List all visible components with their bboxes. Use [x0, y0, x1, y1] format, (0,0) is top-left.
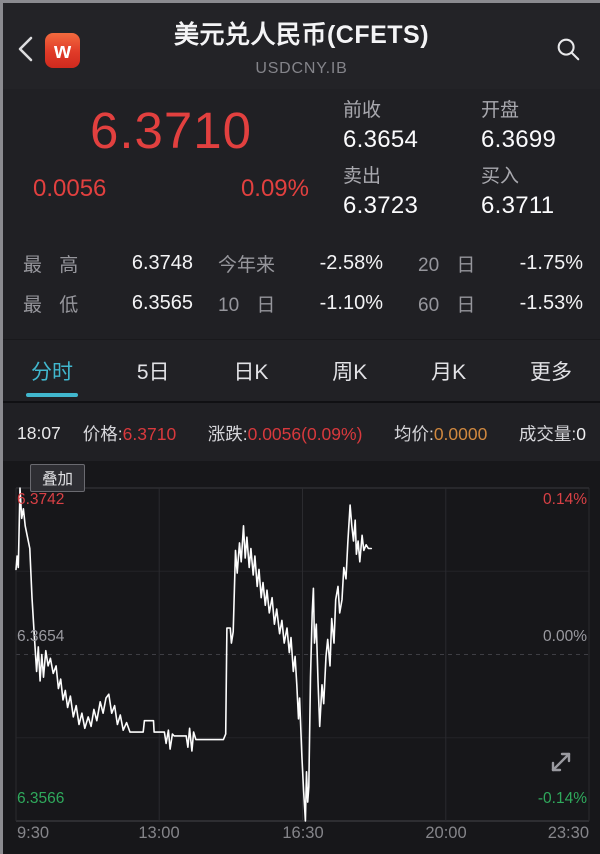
- price-change: 0.0056: [33, 175, 107, 202]
- d10-value: -1.10%: [319, 291, 383, 314]
- info-avg-label: 均价:: [393, 423, 434, 444]
- price-change-percent: 0.09%: [240, 175, 309, 202]
- open-value: 6.3699: [481, 126, 557, 153]
- high-value: 6.3748: [131, 251, 193, 274]
- instrument-code: USDCNY.IB: [255, 60, 348, 77]
- overlay-compare-button[interactable]: 叠加: [30, 464, 86, 492]
- search-button[interactable]: [550, 31, 586, 71]
- tab-5day[interactable]: 5日: [136, 360, 170, 384]
- tab-intraday[interactable]: 分时: [31, 340, 73, 401]
- ytd-label: 今年来: [218, 254, 276, 276]
- fullscreen-button[interactable]: [541, 743, 581, 785]
- info-time: 18:07: [17, 422, 61, 443]
- stats-row-2: 最 低 6.3565 10 日 -1.10% 60 日 -1.53%: [3, 283, 600, 323]
- title-block: 美元兑人民币(CFETS) USDCNY.IB: [93, 15, 510, 78]
- intraday-chart[interactable]: 叠加 6.3742 0.14% 6.3654 0.00% 6.3566 -0.1…: [3, 461, 600, 854]
- expand-arrows-icon: [543, 744, 579, 785]
- back-button[interactable]: [11, 31, 41, 71]
- info-price-value: 6.3710: [122, 423, 177, 444]
- quote-fields-grid: 前收 6.3654 开盘 6.3699 卖出 6.3723 买入 6.3711: [343, 95, 590, 220]
- open-label: 开盘: [481, 100, 520, 121]
- d60-label: 60 日: [418, 294, 476, 316]
- stats-row-1: 最 高 6.3748 今年来 -2.58% 20 日 -1.75%: [3, 243, 600, 283]
- tab-weekly-k[interactable]: 周K: [332, 360, 368, 384]
- open-cell: 开盘 6.3699: [481, 95, 590, 154]
- x-tick-2000: 20:00: [425, 824, 467, 842]
- low-label: 最 低: [23, 294, 79, 316]
- info-volume-label: 成交量:: [518, 423, 577, 444]
- ask-cell: 卖出 6.3723: [343, 161, 481, 220]
- ask-label: 卖出: [343, 166, 382, 187]
- low-value: 6.3565: [131, 291, 193, 314]
- tab-daily-k[interactable]: 日K: [233, 360, 269, 384]
- chart-canvas: [15, 487, 590, 822]
- x-tick-1300: 13:00: [138, 824, 180, 842]
- wind-app-logo[interactable]: w: [45, 33, 80, 68]
- quote-section: 6.3710 0.0056 0.09% 前收 6.3654 开盘 6.3699 …: [3, 89, 600, 233]
- page-title: 美元兑人民币(CFETS): [173, 21, 430, 49]
- info-change-value: 0.0056(0.09%): [247, 423, 363, 444]
- info-avg-value: 0.0000: [433, 423, 488, 444]
- header: w 美元兑人民币(CFETS) USDCNY.IB: [3, 3, 600, 89]
- x-axis: 9:30 13:00 16:30 20:00 23:30: [3, 824, 600, 848]
- d60-value: -1.53%: [519, 291, 583, 314]
- prev-close-value: 6.3654: [343, 126, 419, 153]
- search-icon: [554, 35, 582, 68]
- d20-value: -1.75%: [519, 251, 583, 274]
- tab-monthly-k[interactable]: 月K: [431, 360, 467, 384]
- last-price: 6.3710: [90, 102, 252, 159]
- y-axis-min-pct: -0.14%: [537, 790, 587, 807]
- high-label: 最 高: [23, 254, 79, 276]
- x-tick-0930: 9:30: [17, 824, 50, 842]
- d20-label: 20 日: [418, 254, 476, 276]
- prev-close-label: 前收: [343, 100, 382, 121]
- ytd-value: -2.58%: [319, 251, 383, 274]
- back-chevron-icon: [15, 34, 37, 69]
- x-tick-1630: 16:30: [282, 824, 324, 842]
- stats-section: 最 高 6.3748 今年来 -2.58% 20 日 -1.75% 最 低 6.…: [3, 235, 600, 335]
- x-tick-2330: 23:30: [547, 824, 589, 842]
- y-axis-mid-pct: 0.00%: [543, 628, 587, 645]
- tab-more[interactable]: 更多: [529, 360, 572, 384]
- period-tab-bar: 分时 5日 日K 周K 月K 更多: [3, 339, 600, 403]
- y-axis-min-price: 6.3566: [17, 790, 65, 807]
- y-axis-max-price: 6.3742: [17, 491, 65, 508]
- info-price-label: 价格:: [82, 423, 123, 444]
- info-change-label: 涨跌:: [207, 423, 248, 444]
- crosshair-info-bar: 18:07 价格:6.3710 涨跌:0.0056(0.09%) 均价:0.00…: [3, 405, 600, 461]
- price-line-series: [15, 487, 373, 822]
- logo-letter: w: [53, 37, 72, 63]
- ask-value: 6.3723: [343, 192, 419, 219]
- bid-label: 买入: [481, 166, 520, 187]
- y-axis-mid-price: 6.3654: [17, 628, 65, 645]
- info-volume-value: 0: [576, 423, 586, 444]
- y-axis-max-pct: 0.14%: [543, 491, 587, 508]
- prev-close-cell: 前收 6.3654: [343, 95, 481, 154]
- last-price-block: 6.3710 0.0056 0.09%: [25, 95, 317, 227]
- chart-gridlines: [15, 487, 590, 822]
- d10-label: 10 日: [218, 294, 276, 316]
- bid-cell: 买入 6.3711: [481, 161, 590, 220]
- bid-value: 6.3711: [481, 192, 555, 219]
